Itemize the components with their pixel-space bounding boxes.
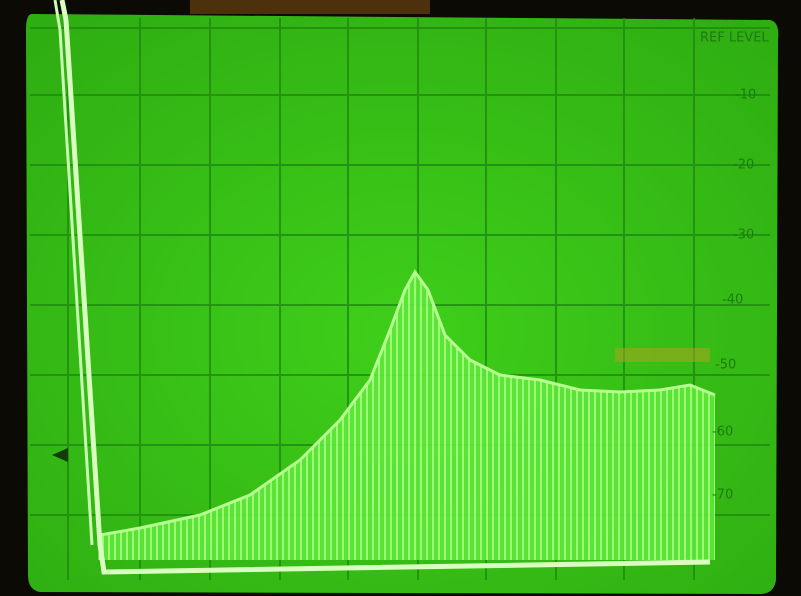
reflection bbox=[615, 348, 710, 362]
trace-baseline bbox=[59, 0, 711, 575]
scale-label: -20 bbox=[733, 158, 754, 173]
spectrum-envelope bbox=[98, 269, 716, 560]
trace-edge bbox=[53, 0, 94, 546]
scale-label: -30 bbox=[733, 228, 754, 243]
scale-label: -40 bbox=[722, 293, 743, 308]
bezel-glare bbox=[190, 0, 430, 14]
scale-label: -10 bbox=[735, 88, 756, 103]
scale-label: -70 bbox=[712, 488, 733, 503]
scale-label: -50 bbox=[715, 358, 736, 373]
scale-label: -60 bbox=[712, 425, 733, 440]
spectrum-trace bbox=[100, 272, 715, 560]
level-marker bbox=[52, 448, 68, 462]
ref-level-label: REF LEVEL bbox=[700, 31, 769, 46]
